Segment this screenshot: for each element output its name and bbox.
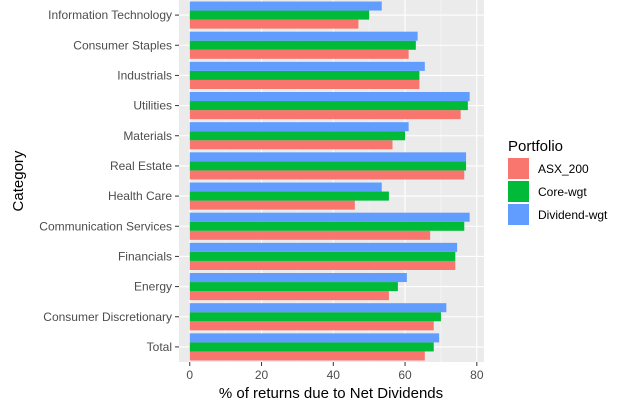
x-tick-label: 40 [327,368,341,382]
legend-key-asx_200 [508,158,529,179]
bar-asx_200 [189,49,409,59]
legend-label: Core-wgt [538,185,587,199]
bar-core-wgt [189,131,406,141]
bars [189,1,470,361]
bar-core-wgt [189,221,465,231]
legend-key-dividend-wgt [508,204,529,225]
bar-asx_200 [189,140,393,150]
bar-core-wgt [189,342,434,352]
y-tick-label: Total [147,340,172,354]
y-tick-label: Consumer Discretionary [43,310,172,324]
bar-dividend-wgt [189,242,458,252]
bar-core-wgt [189,251,456,261]
bar-dividend-wgt [189,212,470,222]
plot-panel [179,0,484,362]
bar-asx_200 [189,79,420,89]
bar-asx_200 [189,110,461,120]
bar-dividend-wgt [189,303,447,313]
bar-asx_200 [189,170,465,180]
y-axis: Information Technology Consumer Staples In… [39,8,179,354]
legend: Portfolio ASX_200 Core-wgt Dividend-wgt [508,138,608,225]
bar-dividend-wgt [189,122,409,132]
x-tick-label: 0 [186,368,193,382]
bar-dividend-wgt [189,273,407,283]
y-tick-label: Health Care [108,189,172,203]
bar-core-wgt [189,191,389,201]
y-tick-label: Communication Services [39,219,172,233]
bar-asx_200 [189,260,456,270]
legend-key-core-wgt [508,181,529,202]
y-tick-label: Real Estate [110,159,172,173]
x-tick-label: 60 [398,368,412,382]
bar-dividend-wgt [189,333,440,343]
y-tick-label: Utilities [133,99,172,113]
bar-dividend-wgt [189,152,467,162]
bar-core-wgt [189,40,416,50]
x-tick-label: 20 [255,368,269,382]
bar-core-wgt [189,312,441,322]
y-tick-label: Information Technology [48,8,172,22]
y-tick-label: Energy [134,280,172,294]
bar-asx_200 [189,351,425,361]
bar-core-wgt [189,282,398,292]
y-axis-title: Category [10,150,27,211]
bar-asx_200 [189,230,431,240]
bar-core-wgt [189,101,468,111]
x-axis: 0 20 40 60 80 [186,362,484,382]
legend-label: Dividend-wgt [538,208,608,222]
y-tick-label: Consumer Staples [73,38,172,52]
x-axis-title: % of returns due to Net Dividends [219,385,443,402]
y-tick-label: Financials [118,249,172,263]
bar-dividend-wgt [189,1,382,11]
bar-core-wgt [189,10,370,20]
x-tick-label: 80 [470,368,484,382]
legend-title: Portfolio [508,138,563,155]
bar-asx_200 [189,200,355,210]
bar-dividend-wgt [189,61,425,71]
bar-dividend-wgt [189,182,382,192]
legend-label: ASX_200 [538,162,589,176]
y-tick-label: Industrials [117,68,172,82]
bar-dividend-wgt [189,31,418,41]
bar-dividend-wgt [189,92,470,102]
y-tick-label: Materials [123,129,172,143]
bar-asx_200 [189,291,389,301]
bar-core-wgt [189,70,420,80]
bar-asx_200 [189,19,359,29]
bar-core-wgt [189,161,467,171]
bar-asx_200 [189,321,434,331]
